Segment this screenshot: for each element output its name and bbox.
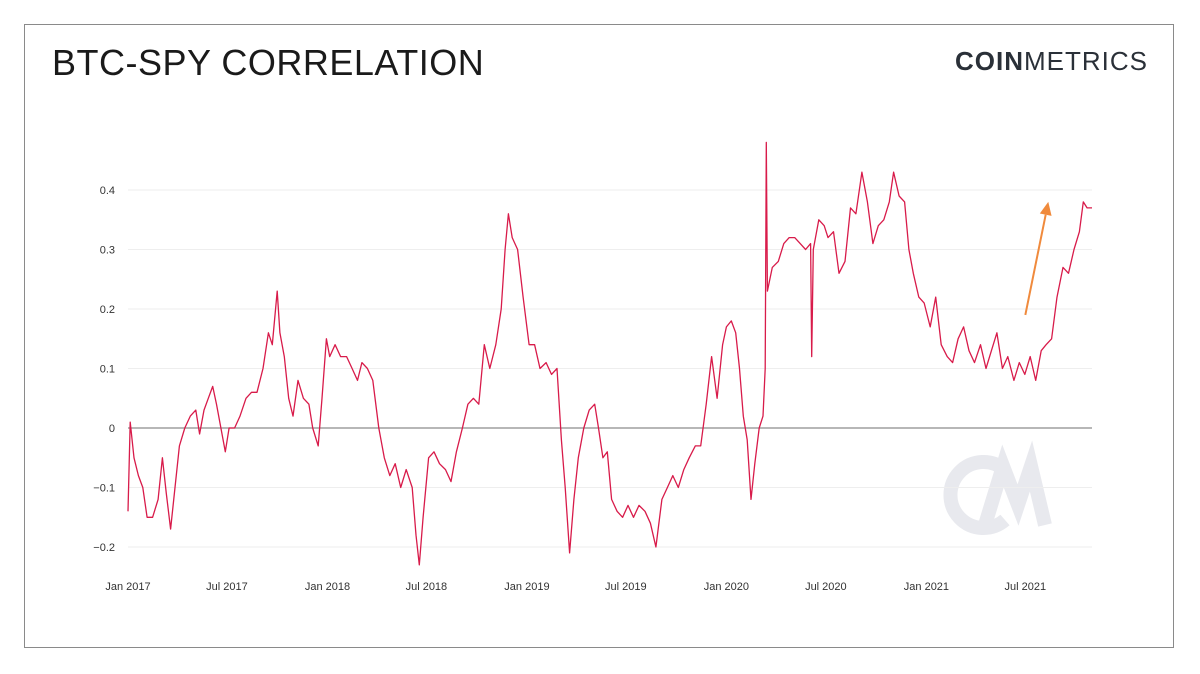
y-tick-label: 0.2 [100,304,115,316]
cm-watermark-logo [943,440,1052,535]
series-layer [127,141,1092,566]
x-axis-ticks: Jan 2017 Jul 2017 Jan 2018 Jul 2018 Jan 2019… [105,581,1046,593]
x-tick-label: Jul 2018 [406,581,448,593]
logo-bold-text: COIN [955,46,1024,76]
watermark-m-shape [978,440,1052,528]
y-tick-label: −0.1 [93,483,115,495]
x-tick-label: Jul 2019 [605,581,647,593]
x-tick-label: Jul 2020 [805,581,847,593]
x-tick-label: Jan 2017 [105,581,150,593]
x-tick-label: Jul 2021 [1005,581,1047,593]
y-tick-label: 0.3 [100,245,115,257]
coinmetrics-logo: COINMETRICS [955,46,1148,77]
watermark-c-shape [943,455,1010,535]
y-tick-label: 0.4 [100,185,115,197]
x-tick-label: Jan 2021 [904,581,949,593]
chart-title: BTC-SPY CORRELATION [52,42,485,83]
y-tick-label: 0 [109,423,115,435]
y-tick-label: −0.2 [93,542,115,554]
x-tick-label: Jan 2020 [704,581,749,593]
grid-lines [128,189,1092,548]
annotation-layer [1024,201,1052,316]
logo-light-text: METRICS [1024,46,1148,76]
chart-frame [24,24,1174,648]
trend-arrow-head [1039,201,1052,216]
trend-arrow-shaft [1024,214,1047,316]
correlation-series-line [127,141,1092,566]
x-tick-label: Jan 2019 [504,581,549,593]
y-tick-label: 0.1 [100,364,115,376]
x-tick-label: Jul 2017 [206,581,248,593]
x-tick-label: Jan 2018 [305,581,350,593]
y-axis-ticks: 0.4 0.3 0.2 0.1 0 −0.1 −0.2 [93,185,115,554]
